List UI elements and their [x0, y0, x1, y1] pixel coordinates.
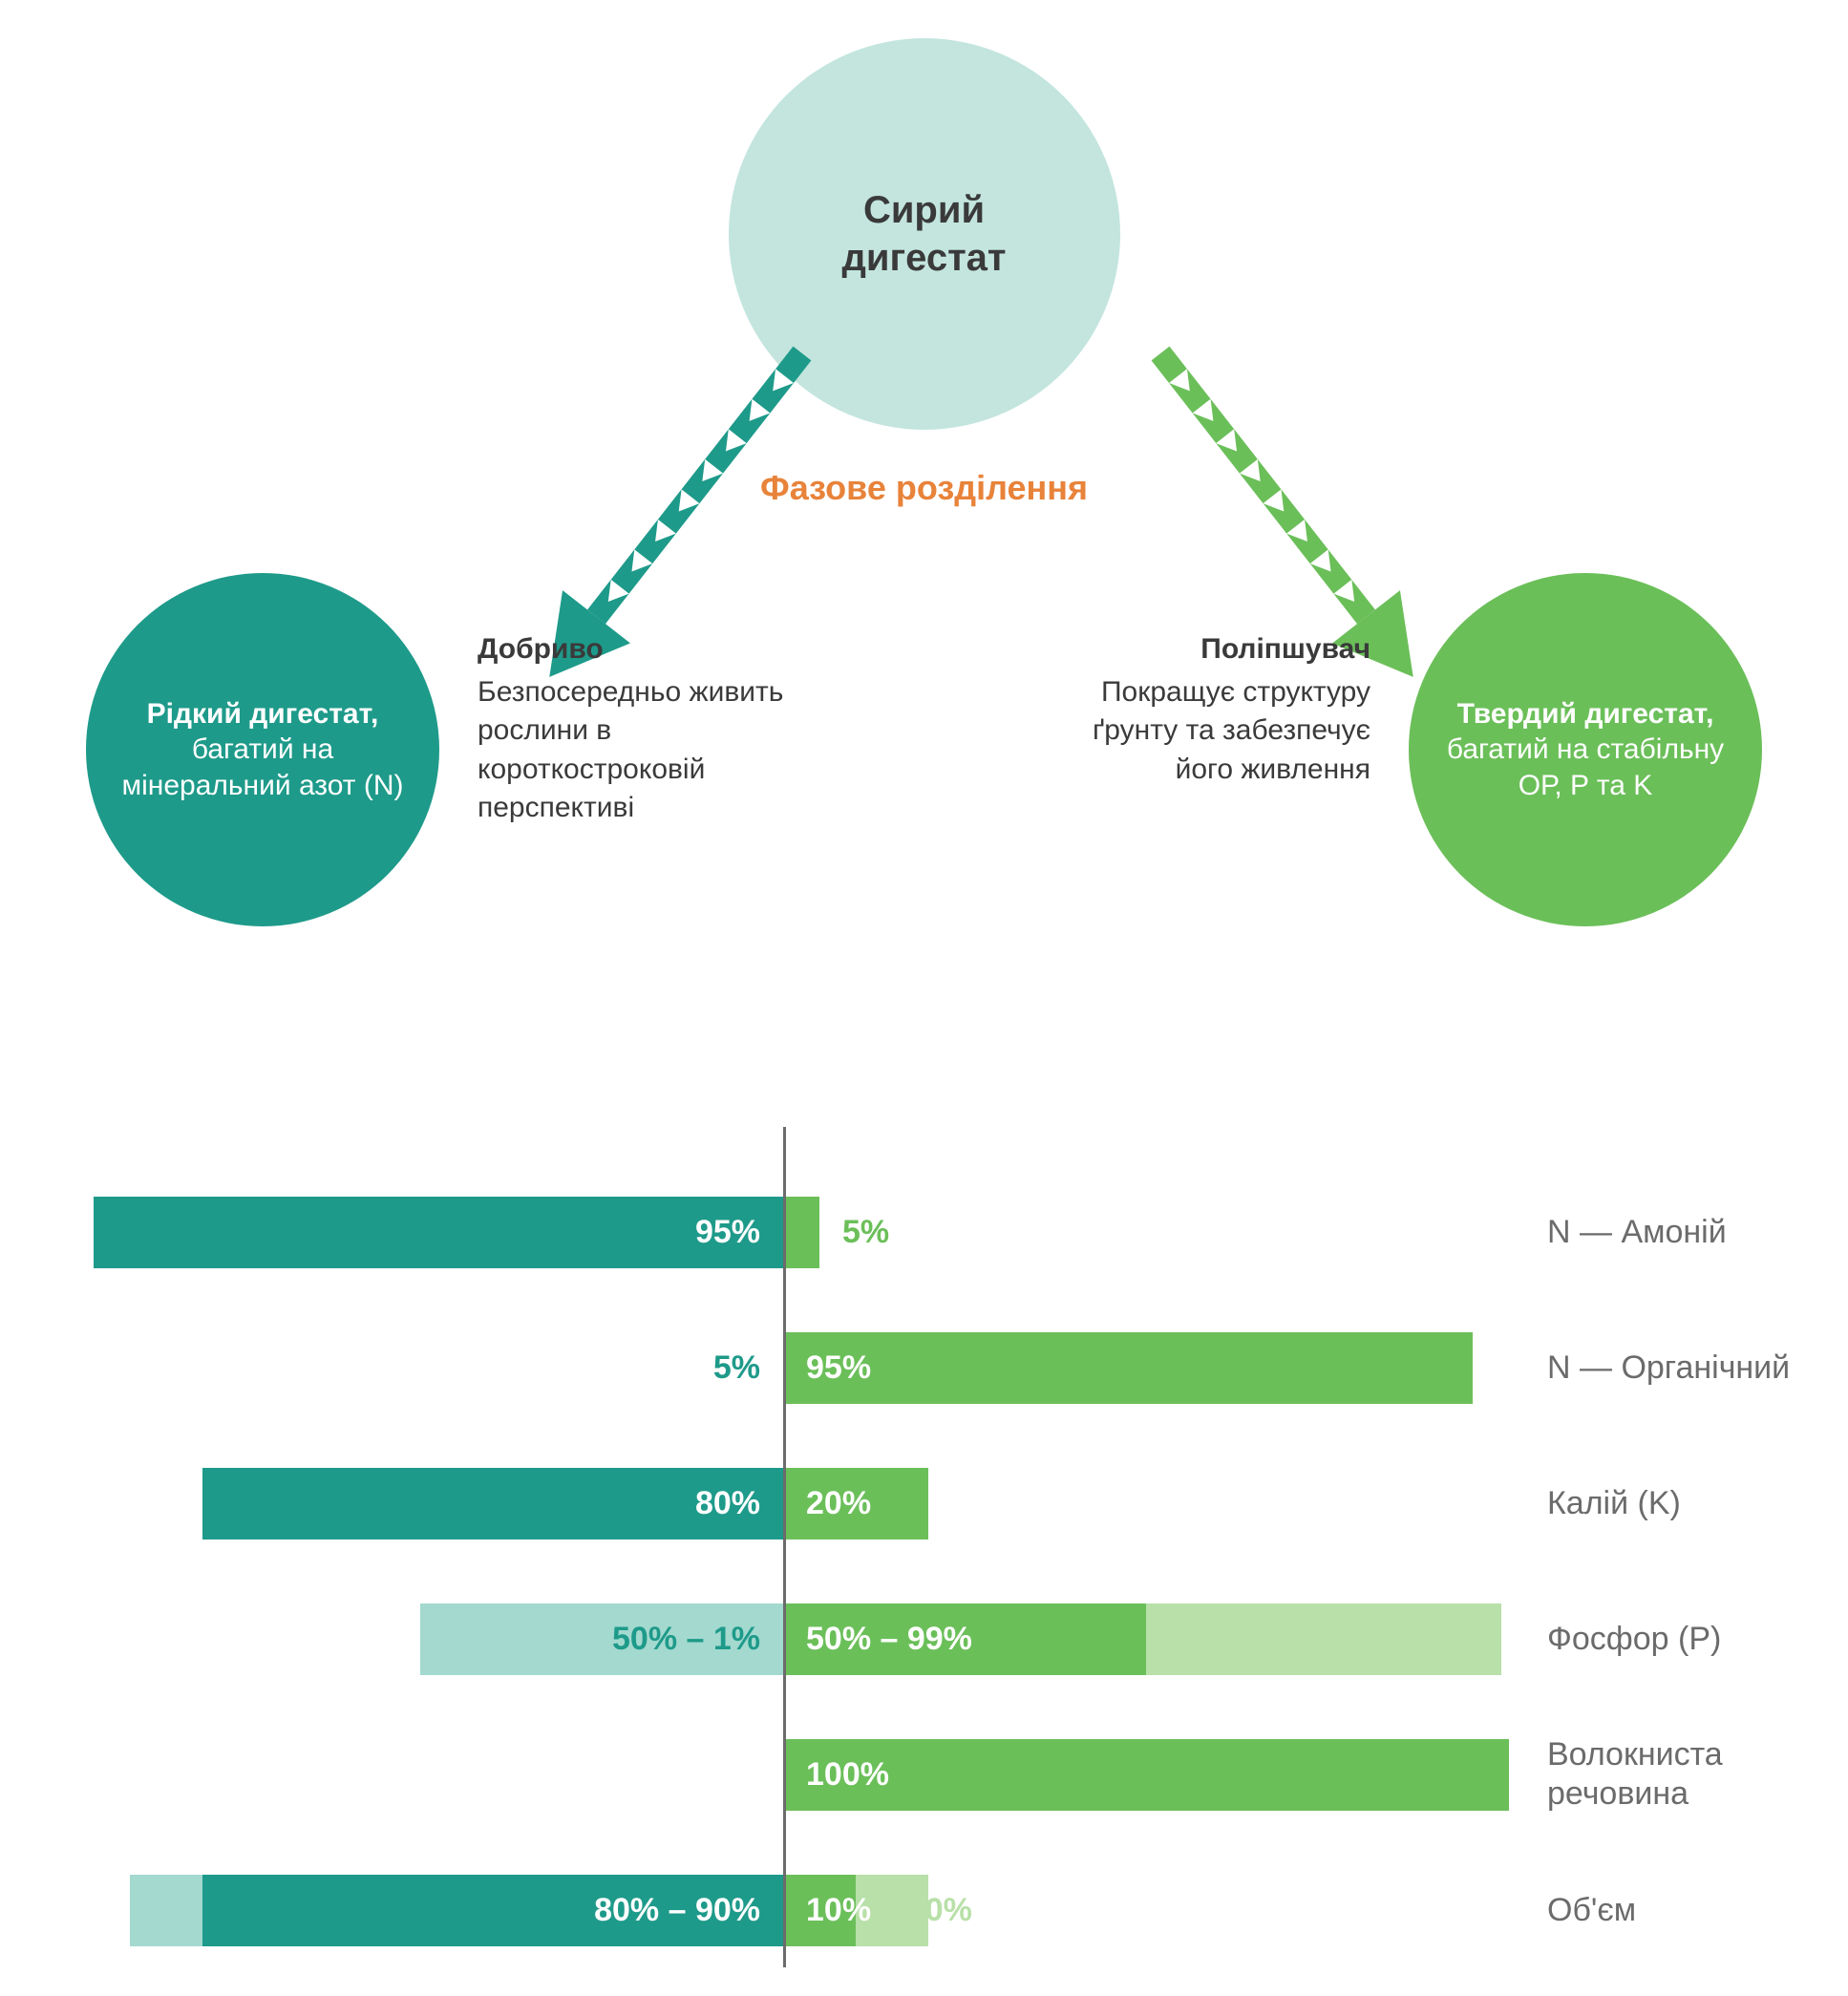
chart-row: 95% 5% N — Амоній: [57, 1184, 1791, 1280]
composition-chart: 95%5%N — Амоній5%95%N — Органічний80%20%…: [57, 1184, 1791, 1958]
chart-row: 5%95% N — Органічний: [57, 1320, 1791, 1415]
flow-diagram: Сирий дигестат: [57, 38, 1791, 974]
chart-row: 80%20% Калій (K): [57, 1455, 1791, 1551]
node-solid-digestate: Твердий дигестат, багатий на стабільну О…: [1409, 573, 1762, 926]
bar-left-value: 95%: [672, 1214, 783, 1251]
bar-right: 50% – 99%: [783, 1603, 1509, 1675]
node-liquid-digestate: Рідкий дигестат, багатий на мінеральний …: [86, 573, 439, 926]
desc-fertilizer: Добриво Безпосередньо живить рослини в к…: [478, 630, 802, 828]
chart-axis: [783, 1127, 786, 1967]
chart-row-label: Фосфор (P): [1509, 1620, 1791, 1659]
bar-right-value: 100%: [783, 1756, 912, 1794]
bar-left: [57, 1739, 783, 1811]
node-solid-title: Твердий дигестат,: [1457, 696, 1714, 733]
bar-right: 100%: [783, 1739, 1509, 1811]
node-raw-line2: дигестат: [841, 234, 1006, 282]
desc-improver-title: Поліпшувач: [1046, 630, 1370, 669]
desc-fertilizer-body: Безпосередньо живить рослини в короткост…: [478, 676, 783, 824]
bar-left-value: 80%: [672, 1485, 783, 1522]
bar-left-value: 80% – 90%: [571, 1892, 783, 1929]
bar-left: 5%: [57, 1332, 783, 1404]
bar-right: 95%: [783, 1332, 1509, 1404]
chart-row-label: Об'єм: [1509, 1891, 1791, 1930]
chart-row: 50% – 1%50% – 99% Фосфор (P): [57, 1591, 1791, 1687]
bar-right-value: 50% – 99%: [783, 1621, 995, 1658]
bar-left: 80%: [57, 1468, 783, 1539]
chart-row-label: N — Амоній: [1509, 1213, 1791, 1252]
chart-row-label: N — Органічний: [1509, 1348, 1791, 1388]
node-liquid-sub: багатий на мінеральний азот (N): [115, 732, 411, 803]
node-solid-sub: багатий на стабільну ОР, P та K: [1437, 732, 1733, 803]
desc-improver: Поліпшувач Покращує структуру ґрунту та …: [1046, 630, 1370, 789]
bar-left-value: 5%: [690, 1349, 783, 1387]
desc-fertilizer-title: Добриво: [478, 630, 802, 669]
bar-right-value: 10% – 20%: [783, 1892, 995, 1929]
bar-right: 10% – 20%: [783, 1875, 1509, 1946]
node-liquid-title: Рідкий дигестат,: [147, 696, 379, 733]
bar-right-value: 5%: [819, 1214, 912, 1251]
chart-row-label: Калій (K): [1509, 1484, 1791, 1523]
phase-separation-label: Фазове розділення: [760, 468, 1088, 508]
desc-improver-body: Покращує структуру ґрунту та забезпечує …: [1093, 676, 1370, 785]
bar-left: 50% – 1%: [57, 1603, 783, 1675]
chart-row-label: Волокниста речовина: [1509, 1735, 1791, 1814]
chart-row: 80% – 90%10% – 20% Об'єм: [57, 1862, 1791, 1958]
bar-left-value: 50% – 1%: [589, 1621, 783, 1658]
chart-row: 100% Волокниста речовина: [57, 1727, 1791, 1822]
bar-right-value: 20%: [783, 1485, 894, 1522]
bar-right: 20%: [783, 1468, 1509, 1539]
bar-left: 95%: [57, 1197, 783, 1268]
bar-right: 5%: [783, 1197, 1509, 1268]
bar-left: 80% – 90%: [57, 1875, 783, 1946]
bar-right-value: 95%: [783, 1349, 894, 1387]
node-raw-line1: Сирий: [863, 186, 985, 234]
